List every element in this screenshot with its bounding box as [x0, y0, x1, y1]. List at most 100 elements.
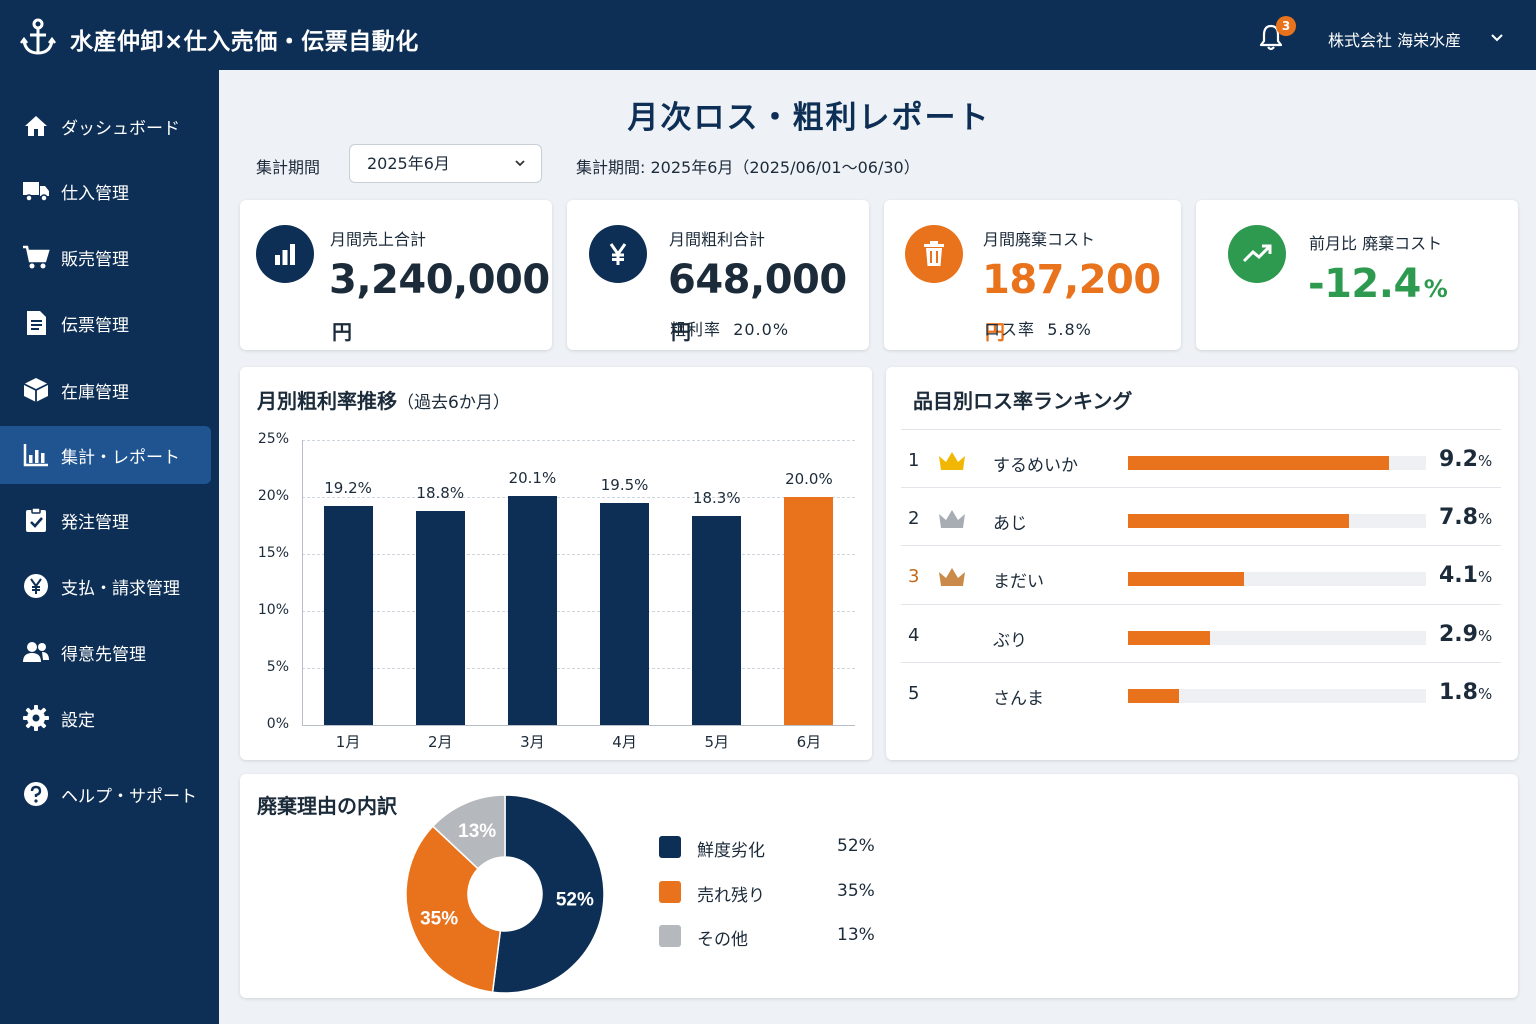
- sidebar-item-dashboard[interactable]: ダッシュボード: [0, 97, 211, 155]
- rank-bar-fill: [1128, 572, 1245, 587]
- kpi-value-number: 3,240,000: [329, 257, 550, 303]
- sidebar-item-label: ヘルプ・サポート: [61, 786, 197, 807]
- rank-number: 4: [908, 624, 920, 646]
- rank-bar-fill: [1128, 630, 1211, 645]
- home-icon: [22, 112, 50, 140]
- margin-chart-title: 月別粗利率推移（過去6か月）: [257, 385, 510, 414]
- legend-value: 35%: [837, 880, 875, 901]
- legend-item: その他 13%: [659, 924, 919, 950]
- rank-value-unit: %: [1477, 684, 1493, 703]
- rank-item-name: するめいか: [993, 456, 1078, 476]
- ranking-title: 品目別ロス率ランキング: [913, 389, 1133, 413]
- clipboard-check-icon: [22, 506, 50, 534]
- sidebar-item-orders[interactable]: 発注管理: [0, 491, 211, 549]
- rank-value-unit: %: [1477, 452, 1493, 470]
- rank-number: 3: [908, 566, 920, 588]
- kpi-unit: 円: [332, 320, 352, 344]
- kpi-sub-label: 粗利率: [670, 320, 722, 339]
- rank-number: 5: [908, 682, 920, 704]
- sidebar-item-purchasing[interactable]: 仕入管理: [0, 162, 211, 220]
- sidebar-item-reports[interactable]: 集計・レポート: [0, 426, 211, 484]
- cart-icon: [22, 243, 50, 271]
- sidebar-item-label: 得意先管理: [61, 644, 146, 665]
- users-icon: [22, 638, 50, 666]
- trending-up-icon: [1228, 225, 1286, 283]
- bar-data-label: 20.1%: [508, 468, 557, 487]
- y-tick-label: 20%: [257, 488, 289, 504]
- rank-bar-fill: [1128, 456, 1390, 470]
- kpi-sub-value: 5.8%: [1047, 320, 1092, 339]
- period-select-value: 2025年6月: [367, 154, 450, 173]
- sidebar-item-slips[interactable]: 伝票管理: [0, 294, 211, 352]
- rank-value: 7.8%: [1439, 505, 1492, 530]
- legend-value: 52%: [837, 836, 875, 856]
- kpi-value-number: 187,200: [982, 257, 1161, 303]
- kpi-unit: 円: [985, 320, 1005, 344]
- app-title: 水産仲卸×仕入売価・伝票自動化: [70, 29, 419, 55]
- donut-slice-label: 13%: [458, 821, 496, 842]
- x-tick-label: 6月: [796, 733, 822, 751]
- sidebar-item-billing[interactable]: 支払・請求管理: [0, 557, 211, 615]
- margin-chart-title-main: 月別粗利率推移: [257, 389, 397, 413]
- legend-label: 鮮度劣化: [697, 841, 765, 861]
- yen-icon: [589, 225, 647, 283]
- rank-item-name: あじ: [993, 514, 1027, 535]
- kpi-sub: ロス率 5.8%: [984, 316, 1092, 340]
- rank-bar-track: [1128, 572, 1426, 587]
- sidebar-item-label: 発注管理: [61, 512, 129, 533]
- rank-value-number: 1.8: [1439, 679, 1478, 705]
- legend-swatch: [659, 836, 681, 858]
- grid-line: [302, 554, 855, 555]
- chevron-down-icon: [515, 160, 525, 167]
- sidebar-item-label: 販売管理: [61, 249, 129, 270]
- loss-ranking-card: 品目別ロス率ランキング 1 するめいか 9.2% 2 あじ 7.8% 3 まだい 4.1% 4 ぶり…: [886, 367, 1518, 760]
- margin-trend-card: 月別粗利率推移（過去6か月） 0% 5% 10% 15% 20% 25% 19.2% 1月 18…: [240, 367, 872, 760]
- legend-label: その他: [697, 930, 748, 950]
- crown-icon: [939, 452, 965, 470]
- bar-chart-icon: [256, 225, 314, 283]
- kpi-card-sales: 月間売上合計 3,240,000 円: [240, 200, 552, 350]
- kpi-card-gross-profit: 月間粗利合計 648,000 円 粗利率 20.0%: [567, 200, 869, 350]
- crown-icon: [939, 568, 965, 587]
- sidebar-item-sales[interactable]: 販売管理: [0, 228, 211, 286]
- rank-bar-track: [1128, 514, 1426, 529]
- donut-slice-label: 52%: [556, 889, 594, 910]
- rank-item-name: まだい: [993, 572, 1044, 593]
- kpi-sub-label: ロス率: [984, 320, 1036, 339]
- sidebar-item-label: ダッシュボード: [61, 118, 180, 139]
- rank-value-unit: %: [1477, 510, 1493, 529]
- kpi-value-number: -12.4: [1308, 261, 1421, 307]
- legend-item: 鮮度劣化 52%: [659, 835, 919, 861]
- sidebar-item-help[interactable]: ヘルプ・サポート: [0, 765, 211, 823]
- company-name[interactable]: 株式会社 海栄水産: [1328, 31, 1462, 50]
- legend-swatch: [659, 925, 681, 947]
- chevron-down-icon[interactable]: [1489, 30, 1505, 46]
- rank-bar-track: [1128, 688, 1426, 703]
- rank-value-unit: %: [1477, 626, 1493, 645]
- donut-slice-鮮度劣化: [491, 794, 605, 994]
- bar-1月: [323, 506, 373, 725]
- rank-value-number: 2.9: [1439, 621, 1478, 647]
- legend-label: 売れ残り: [697, 885, 765, 906]
- kpi-sub: 粗利率 20.0%: [670, 316, 789, 340]
- bar-data-label: 19.5%: [600, 475, 649, 494]
- bar-data-label: 18.8%: [416, 483, 465, 502]
- bar-data-label: 20.0%: [785, 470, 833, 488]
- donut-slice-その他: [431, 794, 506, 870]
- kpi-value: 648,000 円: [668, 257, 869, 349]
- period-select[interactable]: 2025年6月: [349, 144, 542, 183]
- help-icon: [22, 780, 50, 808]
- sidebar-item-label: 仕入管理: [61, 183, 129, 204]
- y-tick-label: 5%: [266, 659, 289, 675]
- grid-line: [302, 611, 855, 612]
- kpi-label: 前月比 廃棄コスト: [1309, 234, 1443, 253]
- sidebar-item-label: 支払・請求管理: [61, 578, 180, 599]
- legend-swatch: [659, 880, 681, 903]
- sidebar-item-customers[interactable]: 得意先管理: [0, 623, 211, 681]
- yen-circle-icon: [22, 572, 50, 600]
- kpi-sub-value: 20.0%: [733, 320, 790, 339]
- sidebar-item-settings[interactable]: 設定: [0, 689, 211, 747]
- sidebar-item-inventory[interactable]: 在庫管理: [0, 361, 211, 419]
- x-tick-label: 5月: [704, 733, 730, 751]
- box-icon: [22, 376, 50, 404]
